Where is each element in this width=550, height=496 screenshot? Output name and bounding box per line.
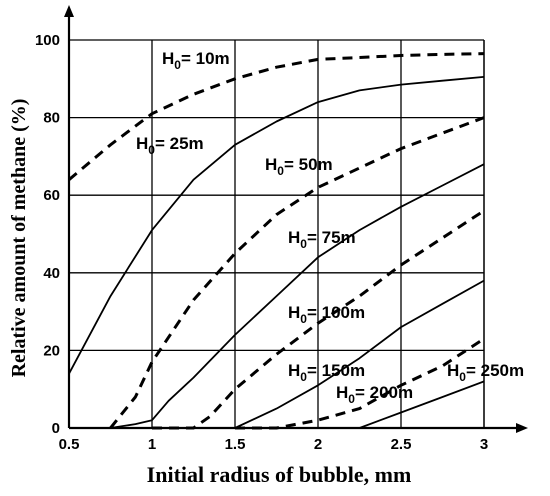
curve-label: H0= 150m: [288, 361, 365, 384]
curve-label: H0= 10m: [162, 49, 230, 72]
x-tick-label: 3: [480, 436, 488, 453]
x-tick-label: 1.5: [225, 436, 246, 453]
tick-labels: 0.5 1 1.5 2 2.5 3 0 20 40 60 80 100: [35, 32, 488, 453]
y-tick-label: 0: [52, 420, 60, 437]
y-axis-title: Relative amount of methane (%): [8, 99, 30, 378]
curve-label: H0= 200m: [336, 383, 413, 406]
curve-label: H0= 25m: [136, 134, 204, 157]
y-tick-label: 20: [43, 342, 60, 359]
series-line-1: [68, 76, 485, 375]
y-tick-label: 40: [43, 265, 60, 282]
curve-label: H0= 75m: [288, 228, 356, 251]
y-axis-arrow-icon: [64, 5, 74, 17]
x-tick-label: 2.5: [391, 436, 412, 453]
y-tick-label: 80: [43, 110, 60, 127]
y-tick-label: 60: [43, 187, 60, 204]
curves: [68, 52, 485, 430]
y-tick-label: 100: [35, 32, 60, 49]
curve-label: H0= 250m: [447, 361, 524, 384]
x-axis-title: Initial radius of bubble, mm: [147, 462, 412, 487]
series-line-3: [110, 163, 485, 429]
x-tick-label: 2: [314, 436, 322, 453]
series-line-4: [152, 209, 485, 430]
series-line-2: [109, 116, 485, 429]
series-line-0: [68, 52, 485, 181]
curve-label: H0= 100m: [288, 303, 365, 326]
curve-labels: H0= 10m H0= 25m H0= 50m H0= 75m H0= 100m H0= …: [136, 49, 524, 406]
x-tick-label: 1: [148, 436, 156, 453]
series-line-5: [234, 279, 485, 429]
axes: [64, 5, 528, 433]
grid-lines: [69, 39, 485, 428]
x-axis-arrow-icon: [516, 423, 528, 433]
curve-label: H0= 50m: [265, 155, 333, 178]
x-tick-label: 0.5: [59, 436, 80, 453]
